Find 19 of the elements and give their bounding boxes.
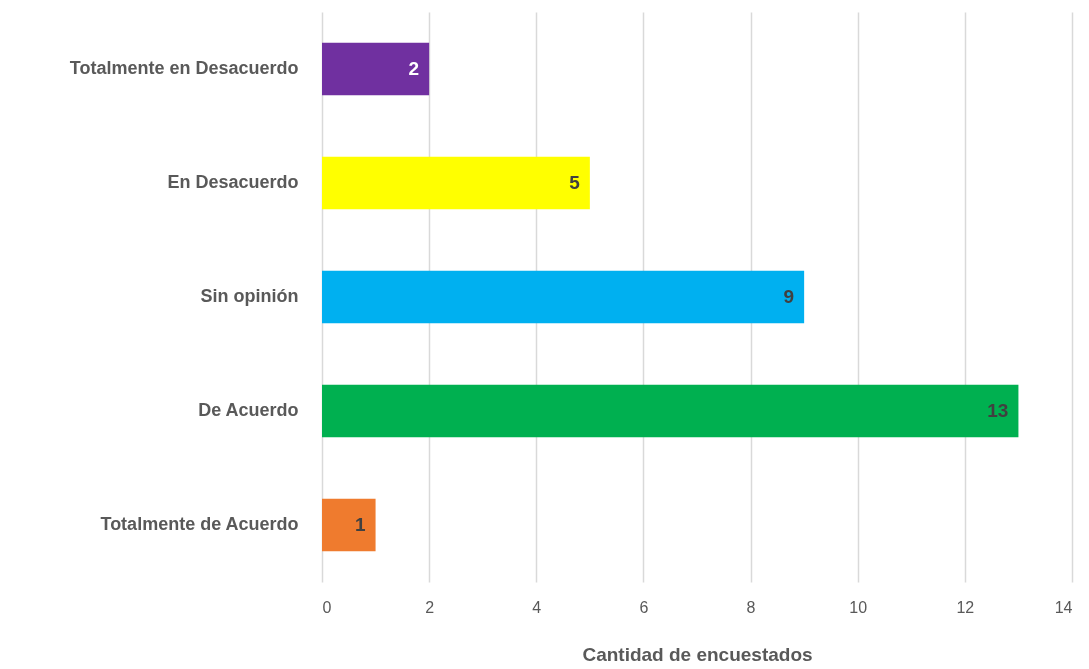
data-label: 1 (354, 514, 366, 535)
x-tick-label: 12 (956, 598, 975, 616)
data-label: 2 (408, 58, 420, 79)
x-axis-title: Cantidad de encuestados (582, 643, 813, 665)
y-tick-label: Totalmente de Acuerdo (100, 514, 299, 534)
y-tick-label: De Acuerdo (198, 400, 299, 420)
data-label: 13 (987, 400, 1009, 421)
y-tick-label: En Desacuerdo (167, 172, 299, 192)
data-label: 9 (783, 286, 795, 307)
x-tick-label: 0 (322, 598, 332, 616)
x-tick-label: 6 (639, 598, 649, 616)
y-tick-label: Sin opinión (200, 286, 299, 306)
data-label: 5 (569, 172, 581, 193)
x-tick-label: 14 (1054, 598, 1073, 616)
x-tick-label: 4 (532, 598, 542, 616)
x-tick-label: 8 (746, 598, 756, 616)
y-tick-label: Totalmente en Desacuerdo (69, 58, 299, 78)
x-tick-label: 2 (425, 598, 435, 616)
x-tick-label: 10 (849, 598, 868, 616)
